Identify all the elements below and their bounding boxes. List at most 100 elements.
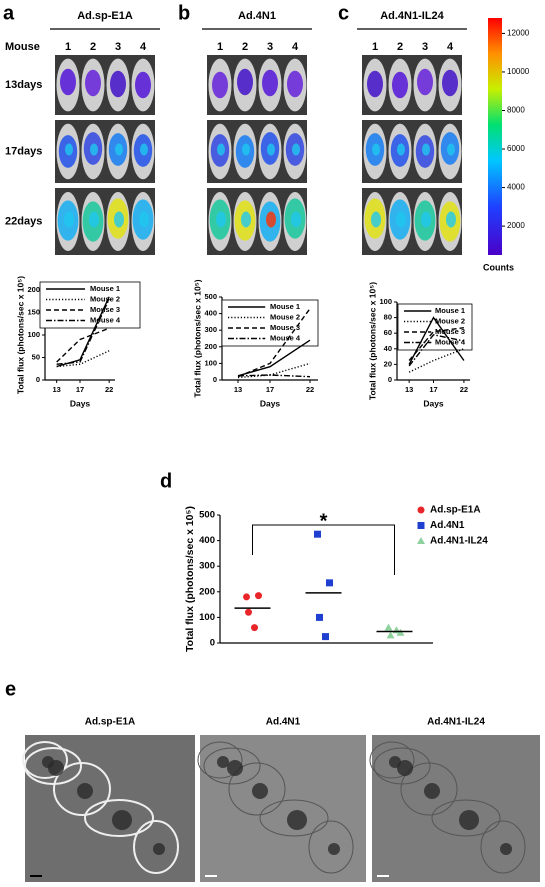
x-tick-label: 13 xyxy=(234,385,242,394)
cell xyxy=(22,741,68,779)
colorbar-tick-label: 4000 xyxy=(507,183,525,192)
cell xyxy=(24,747,82,785)
panel-label: c xyxy=(338,2,349,24)
day-label: 22days xyxy=(5,215,42,227)
signal-core xyxy=(396,211,406,228)
signal-core xyxy=(65,143,73,156)
signal-core xyxy=(114,211,124,228)
signal-core xyxy=(291,211,301,228)
x-tick-label: 13 xyxy=(52,385,60,394)
cell xyxy=(308,820,354,874)
legend-label: Mouse 4 xyxy=(435,337,466,346)
mouse-number: 3 xyxy=(267,41,273,53)
y-tick-label: 20 xyxy=(384,359,392,368)
group-title: Ad.sp-E1A xyxy=(77,10,133,22)
cell xyxy=(480,820,526,874)
legend-label: Ad.4N1-IL24 xyxy=(430,536,488,547)
significance-bracket xyxy=(252,524,395,575)
x-tick-label: 17 xyxy=(429,385,437,394)
signal-blob xyxy=(212,71,228,99)
colorbar-tick-label: 6000 xyxy=(507,144,525,153)
signal-blob xyxy=(110,70,126,98)
signal-core xyxy=(217,143,225,156)
data-point xyxy=(314,530,321,538)
data-point xyxy=(316,613,323,621)
signal-core xyxy=(216,211,226,228)
legend-label: Mouse 1 xyxy=(90,284,120,293)
series-line xyxy=(237,374,311,378)
signal-blob xyxy=(417,68,433,96)
signal-blob xyxy=(60,68,76,96)
mouse-number: 1 xyxy=(65,41,71,53)
y-tick-label: 0 xyxy=(36,375,40,384)
data-point xyxy=(384,623,393,631)
nucleus xyxy=(500,843,512,855)
cell xyxy=(369,741,415,779)
legend-label: Ad.4N1 xyxy=(430,520,465,531)
series-line xyxy=(408,316,465,365)
mouse-number: 1 xyxy=(217,41,223,53)
y-tick-label: 400 xyxy=(204,309,217,318)
legend-label: Mouse 2 xyxy=(435,316,465,325)
signal-core xyxy=(139,211,149,228)
colorbar-tick-label: 12000 xyxy=(507,29,530,38)
x-tick-label: 13 xyxy=(405,385,413,394)
cell xyxy=(53,762,111,816)
signal-core xyxy=(371,211,381,228)
cell xyxy=(133,820,179,874)
colorbar-tick-label: 2000 xyxy=(507,221,525,230)
signal-blob xyxy=(287,70,303,98)
cell xyxy=(259,799,329,837)
signal-blob xyxy=(135,71,151,99)
y-tick-label: 40 xyxy=(384,344,392,353)
mouse-label: Mouse xyxy=(5,41,40,53)
signal-core xyxy=(266,211,276,228)
mouse-number: 4 xyxy=(140,41,147,53)
colorbar-tick-label: 8000 xyxy=(507,106,525,115)
legend-label: Mouse 2 xyxy=(90,294,120,303)
legend-marker xyxy=(417,537,425,544)
y-tick-label: 500 xyxy=(199,510,215,521)
data-point xyxy=(251,624,258,632)
micrograph-title: Ad.4N1-IL24 xyxy=(427,717,485,728)
nucleus xyxy=(48,760,64,776)
mouse-number: 3 xyxy=(422,41,428,53)
series-line xyxy=(56,298,110,365)
y-tick-label: 200 xyxy=(199,586,215,597)
signal-core xyxy=(372,143,380,156)
cell xyxy=(228,762,286,816)
signal-core xyxy=(446,211,456,228)
panel-label: a xyxy=(3,2,15,24)
data-point xyxy=(326,579,333,587)
legend-label: Mouse 3 xyxy=(270,323,300,332)
micrograph-title: Ad.4N1 xyxy=(266,717,301,728)
signal-core xyxy=(140,143,148,156)
signal-core xyxy=(267,143,275,156)
legend-box xyxy=(221,299,319,347)
group-title: Ad.4N1 xyxy=(238,10,276,22)
signal-blob xyxy=(85,69,101,97)
y-tick-label: 400 xyxy=(199,535,215,546)
nucleus xyxy=(459,810,479,830)
signal-blob xyxy=(367,70,383,98)
y-axis-label: Total flux (photons/sec x 10⁵) xyxy=(192,279,202,397)
cell xyxy=(431,799,501,837)
data-point xyxy=(386,631,395,639)
group-title: Ad.4N1-IL24 xyxy=(380,10,444,22)
series-line xyxy=(56,296,110,368)
x-tick-label: 17 xyxy=(266,385,274,394)
nucleus xyxy=(328,843,340,855)
signal-core xyxy=(64,211,74,228)
y-tick-label: 0 xyxy=(213,375,217,384)
legend-label: Mouse 1 xyxy=(270,302,300,311)
nucleus xyxy=(153,843,165,855)
nucleus xyxy=(217,756,229,768)
legend-marker xyxy=(417,522,425,529)
y-tick-label: 0 xyxy=(388,375,392,384)
data-point xyxy=(243,593,250,601)
x-axis-label: Days xyxy=(70,398,91,408)
signal-core xyxy=(422,143,430,156)
x-axis-label: Days xyxy=(423,398,444,408)
y-tick-label: 300 xyxy=(199,561,215,572)
